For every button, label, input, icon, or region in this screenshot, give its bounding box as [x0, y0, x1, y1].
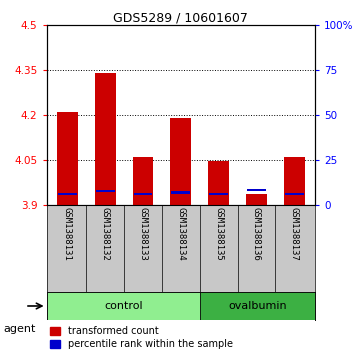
Bar — [200, 292, 315, 320]
Bar — [170, 118, 191, 204]
Text: GSM1388136: GSM1388136 — [252, 207, 261, 261]
Text: agent: agent — [4, 323, 36, 334]
Bar — [208, 161, 229, 204]
Text: GSM1388132: GSM1388132 — [101, 207, 110, 261]
Bar — [284, 157, 305, 204]
Bar — [247, 189, 266, 191]
Legend: transformed count, percentile rank within the sample: transformed count, percentile rank withi… — [47, 322, 237, 353]
Bar — [58, 193, 77, 195]
Bar — [57, 112, 78, 204]
Text: GSM1388131: GSM1388131 — [63, 207, 72, 261]
Text: GSM1388134: GSM1388134 — [176, 207, 185, 261]
Text: control: control — [104, 301, 142, 311]
Bar — [171, 191, 190, 194]
Text: GSM1388137: GSM1388137 — [290, 207, 299, 261]
Title: GDS5289 / 10601607: GDS5289 / 10601607 — [113, 11, 248, 24]
Bar — [209, 193, 228, 195]
Text: GSM1388135: GSM1388135 — [214, 207, 223, 261]
Bar — [134, 193, 153, 195]
Bar — [96, 190, 115, 192]
Text: GSM1388133: GSM1388133 — [139, 207, 147, 261]
Bar — [47, 292, 200, 320]
Text: ovalbumin: ovalbumin — [228, 301, 287, 311]
Bar — [132, 157, 153, 204]
Bar — [246, 194, 267, 204]
Bar — [285, 193, 304, 195]
Bar — [95, 73, 116, 204]
